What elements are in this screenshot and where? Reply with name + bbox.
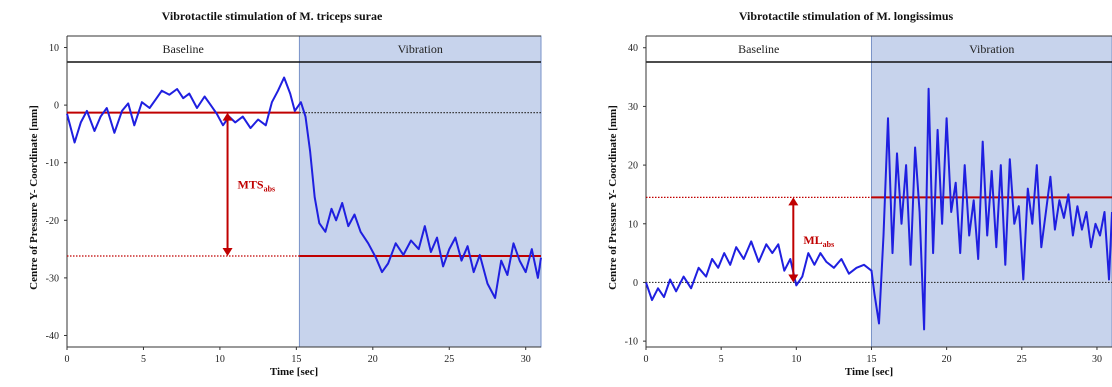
annotation-label: MTSabs [238, 177, 276, 193]
vibration-region [298, 35, 542, 348]
x-tick-label: 25 [444, 354, 454, 365]
chart-panel-longissimus: Vibrotactile stimulation of M. longissim… [574, 0, 1112, 387]
x-tick-label: 10 [791, 354, 801, 365]
x-axis-label: Time [sec] [270, 366, 318, 378]
y-axis-label: Centre of Pressure Y- Coordinate [mm] [28, 105, 40, 290]
annotation-arrow-head-start [222, 112, 233, 121]
phase-label-vibration: Vibration [969, 42, 1014, 56]
y-axis-label: Centre of Pressure Y- Coordinate [mm] [607, 105, 619, 290]
y-tick-label: 0 [633, 278, 638, 289]
x-tick-label: 30 [521, 354, 531, 365]
annotation-label-sub: abs [264, 184, 276, 193]
y-tick-label: 0 [54, 101, 59, 112]
y-tick-label: 10 [628, 219, 638, 230]
chart-title: Vibrotactile stimulation of M. longissim… [739, 9, 954, 23]
annotation-label-sub: abs [823, 240, 835, 249]
annotation-arrow-head-end [788, 197, 799, 206]
x-tick-label: 25 [1017, 354, 1027, 365]
annotation-arrow-head-start [788, 274, 799, 283]
chart-panel-triceps-surae: Vibrotactile stimulation of M. triceps s… [28, 9, 542, 378]
chart-longissimus: Vibrotactile stimulation of M. longissim… [607, 9, 1112, 378]
y-tick-label: -40 [46, 331, 59, 342]
chart-triceps-surae: Vibrotactile stimulation of M. triceps s… [28, 9, 542, 378]
series-line-0 [645, 87, 1112, 331]
y-tick-label: -10 [46, 158, 59, 169]
x-tick-label: 20 [942, 354, 952, 365]
phase-label-vibration: Vibration [398, 42, 443, 56]
x-axis-label: Time [sec] [845, 366, 893, 378]
phase-label-baseline: Baseline [163, 42, 204, 56]
y-tick-label: -10 [625, 337, 638, 348]
annotation-label-main: MTS [238, 177, 264, 191]
phase-label-baseline: Baseline [738, 42, 779, 56]
x-tick-label: 10 [215, 354, 225, 365]
y-tick-label: 20 [628, 161, 638, 172]
x-tick-label: 5 [141, 354, 146, 365]
y-tick-label: 10 [49, 43, 59, 54]
y-tick-label: -20 [46, 216, 59, 227]
annotation-arrow-head-end [222, 248, 233, 257]
chart-title: Vibrotactile stimulation of M. triceps s… [162, 9, 383, 23]
y-tick-label: 30 [628, 102, 638, 113]
x-tick-label: 0 [65, 354, 70, 365]
y-tick-label: 40 [628, 43, 638, 54]
x-tick-label: 20 [368, 354, 378, 365]
annotation-label-main: ML [803, 233, 822, 247]
y-tick-label: -30 [46, 273, 59, 284]
x-tick-label: 30 [1092, 354, 1102, 365]
x-tick-label: 5 [719, 354, 724, 365]
x-tick-label: 0 [644, 354, 649, 365]
x-tick-label: 15 [866, 354, 876, 365]
series-line-0 [66, 76, 542, 299]
annotation-label: MLabs [803, 233, 834, 249]
vibration-region [870, 35, 1112, 348]
x-tick-label: 15 [291, 354, 301, 365]
